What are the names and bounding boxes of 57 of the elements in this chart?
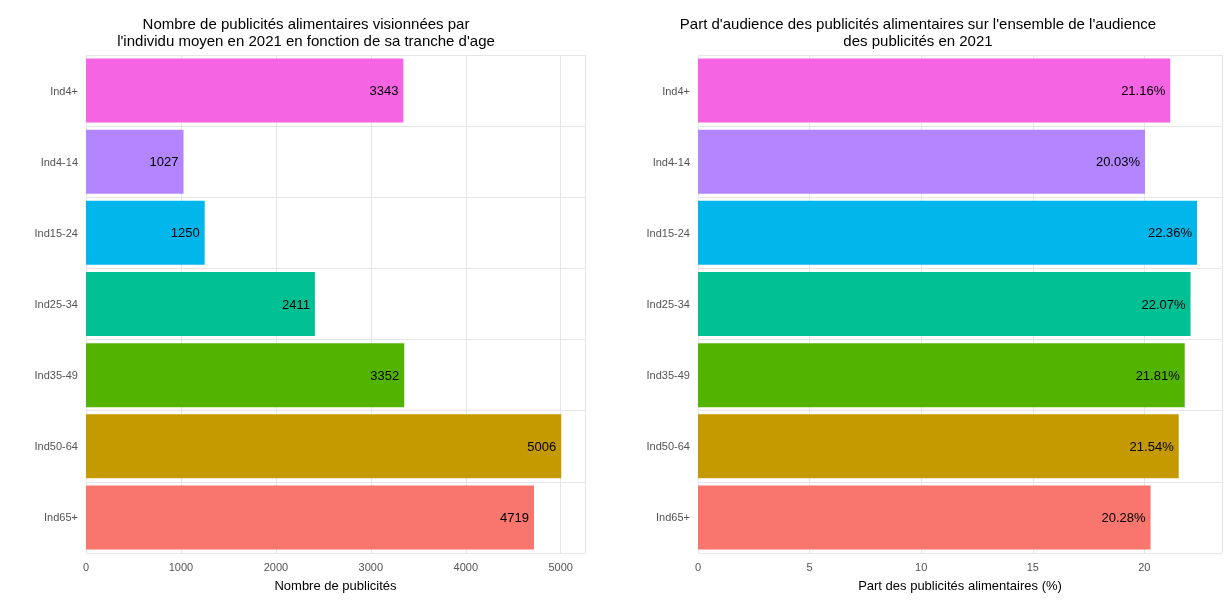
data-label: 22.07% xyxy=(1141,296,1186,312)
y-tick-label: Ind4-14 xyxy=(40,155,78,168)
x-tick-label: 5000 xyxy=(548,560,573,573)
y-tick-label: Ind25-34 xyxy=(646,298,690,310)
chart-title: Part d'audience des publicités alimentaires sur l'ensemble de l'audience des publicités en 2021 xyxy=(679,15,1157,49)
x-tick-label: 20 xyxy=(1138,560,1151,573)
bar xyxy=(86,485,535,550)
bar xyxy=(86,200,205,265)
data-label: 20.28% xyxy=(1101,509,1147,525)
x-tick-label: 10 xyxy=(915,560,928,573)
data-label: 3352 xyxy=(370,367,400,383)
bar xyxy=(86,129,184,194)
data-label: 3343 xyxy=(369,83,399,99)
x-tick-label: 5 xyxy=(806,560,813,573)
y-tick-label: Ind4+ xyxy=(662,84,690,97)
y-tick-label: Ind25-34 xyxy=(34,298,78,310)
bar xyxy=(86,271,315,337)
bar xyxy=(86,414,562,479)
data-label: 21.54% xyxy=(1129,438,1175,454)
y-tick-label: Ind50-64 xyxy=(646,440,690,453)
chart-title: Nombre de publicités alimentaires visionnées par l'individu moyen en 2021 en fonction de sa tranche d'age xyxy=(117,15,495,49)
y-tick-label: Ind35-49 xyxy=(34,369,78,382)
x-tick-label: 3000 xyxy=(358,560,384,573)
x-tick-label: 1000 xyxy=(168,560,194,573)
bar xyxy=(698,343,1185,408)
data-label: 1250 xyxy=(170,225,200,241)
y-tick-label: Ind65+ xyxy=(44,511,78,524)
bar xyxy=(698,129,1146,194)
y-tick-label: Ind4-14 xyxy=(652,155,690,168)
y-tick-label: Ind50-64 xyxy=(34,440,78,453)
x-tick-label: 0 xyxy=(82,560,90,573)
bar xyxy=(698,485,1151,550)
x-tick-label: 15 xyxy=(1026,560,1039,573)
data-label: 20.03% xyxy=(1095,154,1141,170)
data-label: 1027 xyxy=(149,154,179,170)
y-tick-label: Ind15-24 xyxy=(34,226,78,239)
bar xyxy=(698,271,1191,337)
y-tick-label: Ind15-24 xyxy=(646,226,690,239)
x-axis-title: Part des publicités alimentaires (%) xyxy=(858,578,1062,593)
bar xyxy=(698,58,1171,123)
x-axis-title: Nombre de publicités xyxy=(274,578,398,593)
data-label: 2411 xyxy=(281,296,310,312)
y-tick-label: Ind4+ xyxy=(50,84,78,97)
bar xyxy=(698,414,1179,479)
x-tick-label: 2000 xyxy=(263,560,289,573)
bar xyxy=(86,343,405,408)
bar xyxy=(86,58,404,123)
y-tick-label: Ind35-49 xyxy=(646,369,690,382)
data-label: 21.16% xyxy=(1121,83,1166,99)
data-label: 22.36% xyxy=(1147,225,1193,241)
x-tick-label: 4000 xyxy=(453,560,478,573)
data-label: 5006 xyxy=(527,438,557,454)
data-label: 4719 xyxy=(500,509,530,525)
data-label: 21.81% xyxy=(1135,367,1181,383)
y-tick-label: Ind65+ xyxy=(656,511,690,524)
x-tick-label: 0 xyxy=(694,560,702,573)
bar xyxy=(698,200,1198,265)
